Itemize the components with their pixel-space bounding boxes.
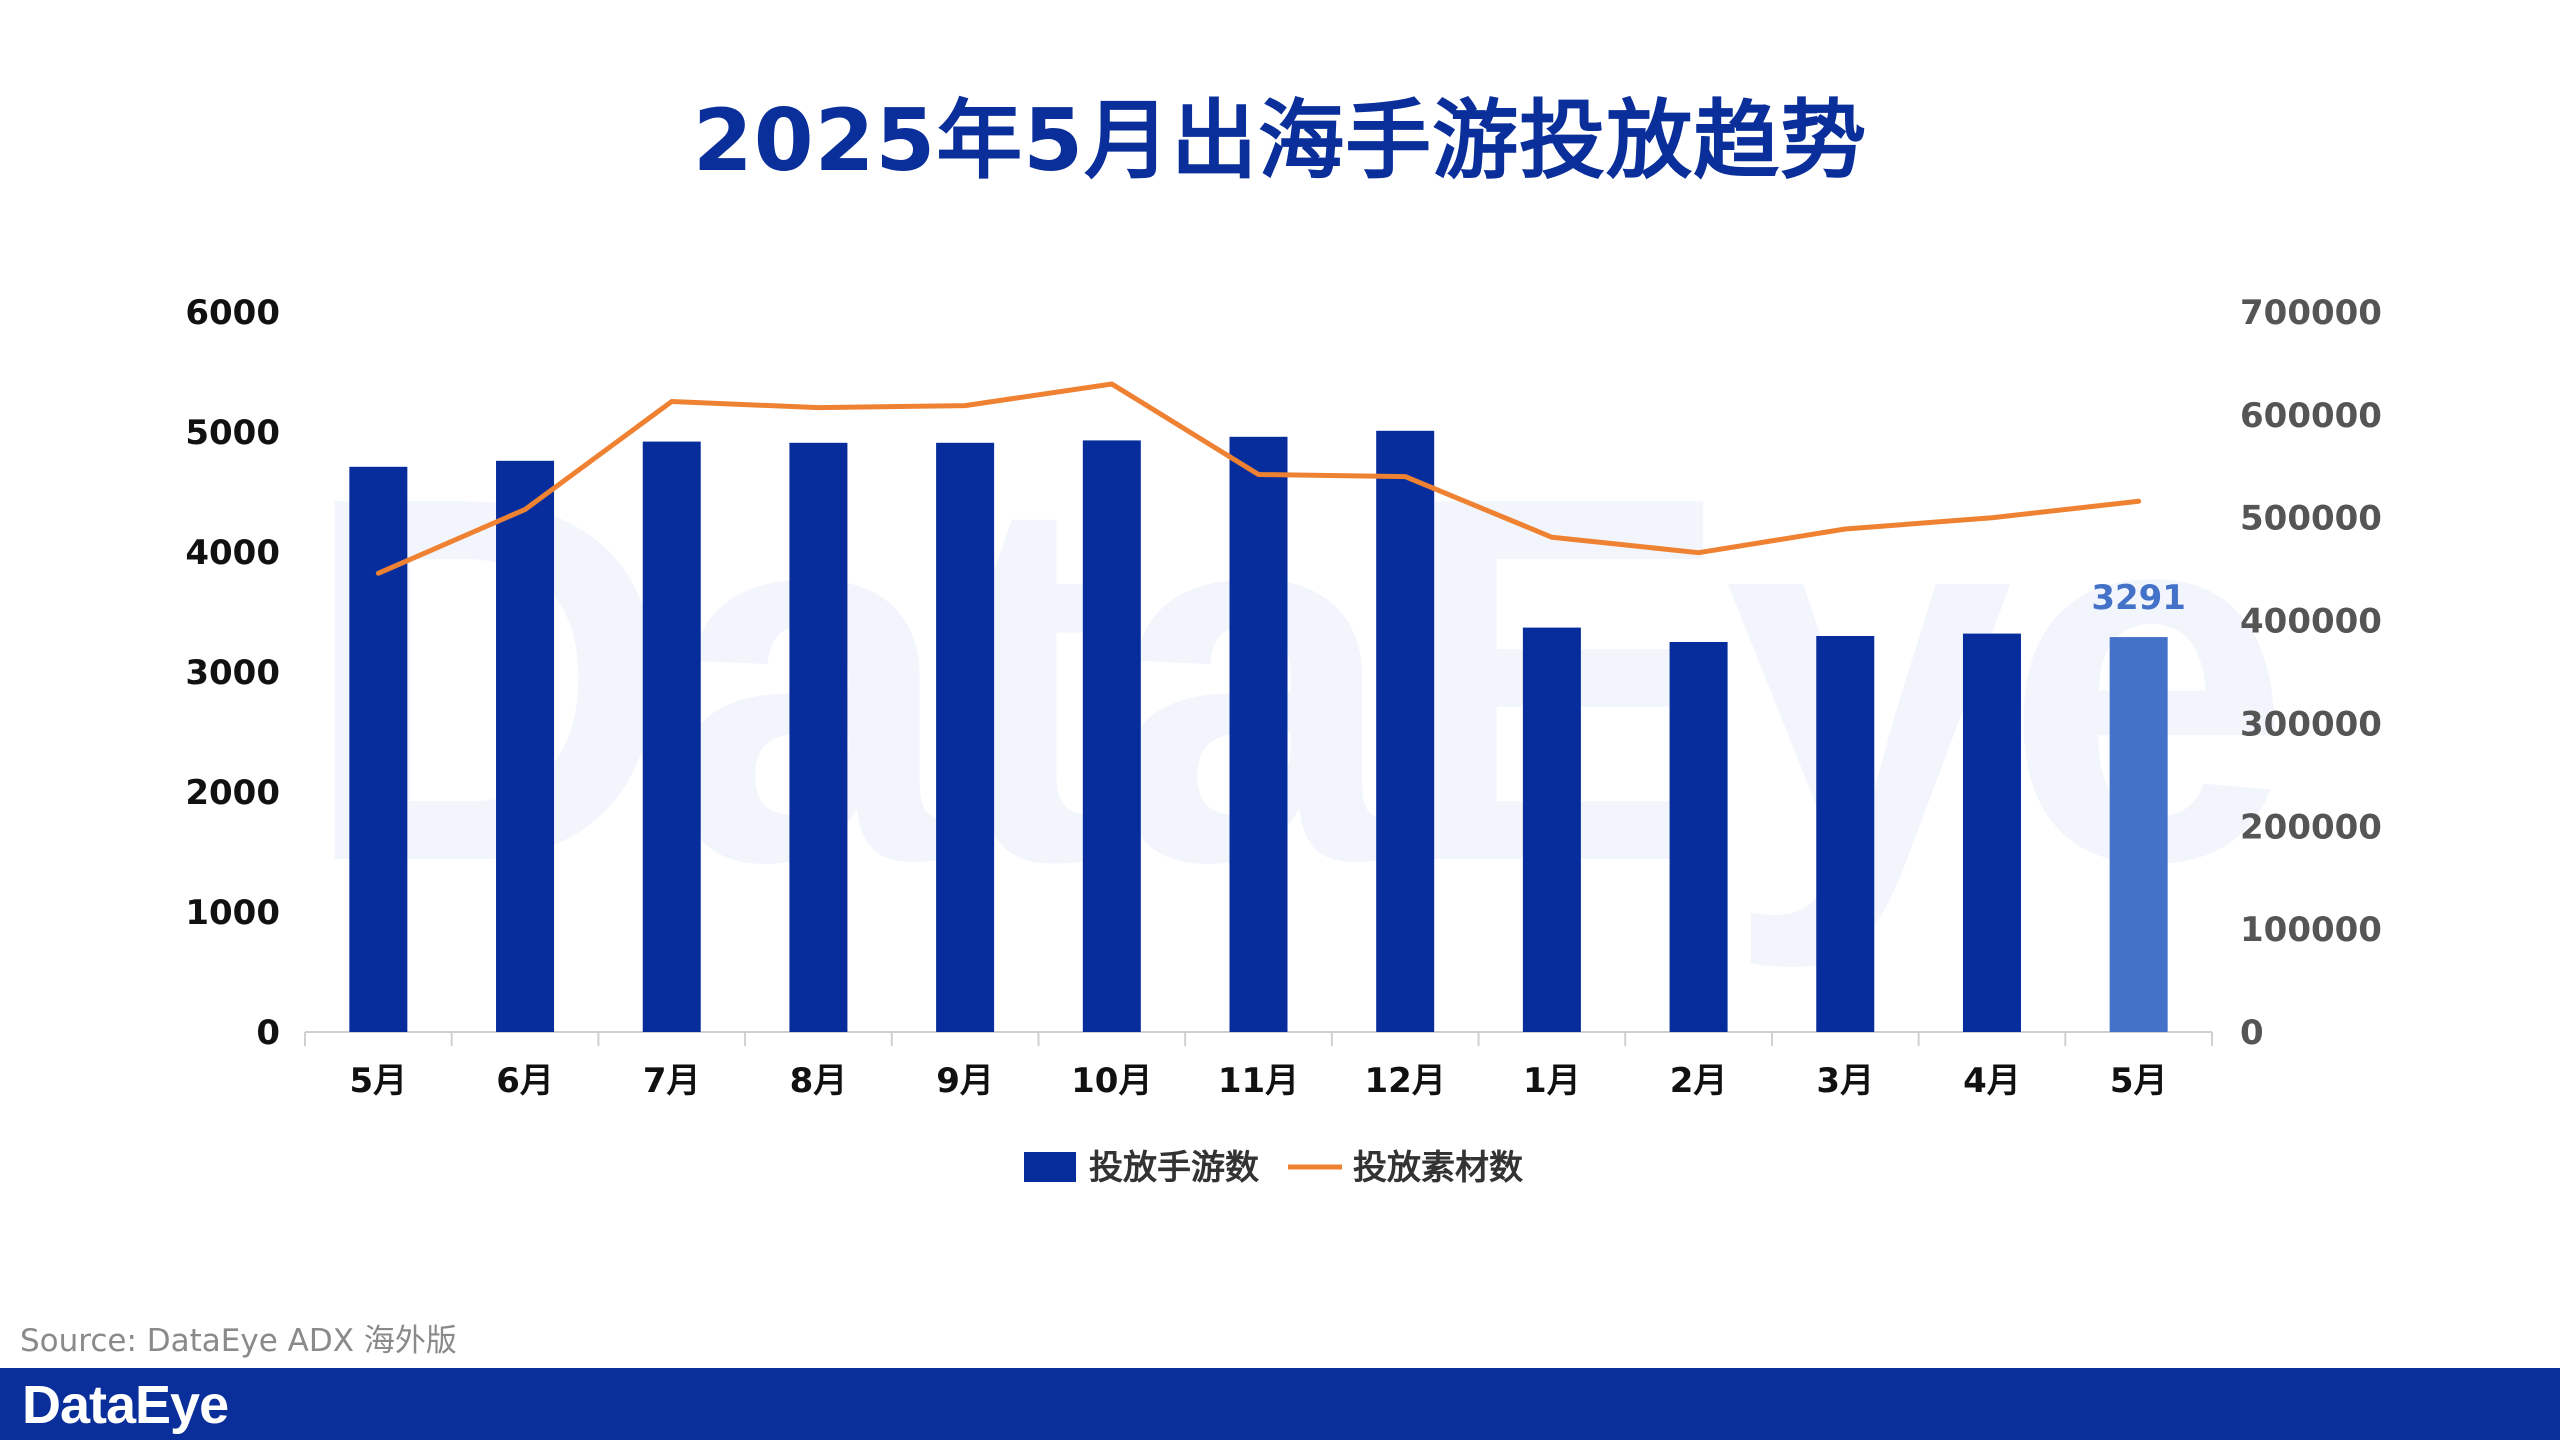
x-axis-label: 6月 bbox=[496, 1061, 554, 1101]
x-axis-label: 5月 bbox=[2110, 1061, 2168, 1101]
data-label: 3291 bbox=[2091, 578, 2186, 618]
left-axis-tick: 4000 bbox=[185, 533, 280, 573]
left-axis-tick: 5000 bbox=[185, 413, 280, 453]
bar bbox=[496, 460, 555, 1032]
x-axis-label: 9月 bbox=[936, 1061, 994, 1101]
x-axis-label: 2月 bbox=[1670, 1061, 1728, 1101]
x-axis-label: 3月 bbox=[1816, 1061, 1874, 1101]
footer-bar: DataEye bbox=[0, 1368, 2560, 1440]
x-axis-label: 1月 bbox=[1523, 1061, 1581, 1101]
left-axis-tick: 3000 bbox=[185, 653, 280, 693]
bar bbox=[642, 441, 701, 1033]
bar bbox=[1376, 430, 1435, 1032]
bar bbox=[2109, 637, 2168, 1032]
right-axis-tick: 300000 bbox=[2240, 704, 2382, 744]
bar bbox=[1522, 627, 1581, 1032]
x-axis-label: 11月 bbox=[1218, 1061, 1299, 1101]
left-axis-tick: 6000 bbox=[185, 293, 280, 333]
left-axis-tick: 0 bbox=[256, 1013, 280, 1053]
right-axis-tick: 500000 bbox=[2240, 499, 2382, 539]
right-axis-tick: 700000 bbox=[2240, 293, 2382, 333]
bar bbox=[1669, 642, 1728, 1032]
right-axis-tick: 0 bbox=[2240, 1013, 2264, 1053]
bar bbox=[1082, 440, 1141, 1032]
legend-bar-label: 投放手游数 bbox=[1089, 1148, 1259, 1188]
right-axis-tick: 600000 bbox=[2240, 396, 2382, 436]
bar bbox=[1229, 436, 1288, 1032]
x-axis-label: 10月 bbox=[1071, 1061, 1152, 1101]
source-note: Source: DataEye ADX 海外版 bbox=[20, 1323, 457, 1359]
watermark: DataEye bbox=[300, 389, 2292, 970]
bar bbox=[349, 466, 408, 1032]
legend-line-label: 投放素材数 bbox=[1353, 1148, 1523, 1188]
page-title: 2025年5月出海手游投放趋势 bbox=[692, 91, 1868, 191]
footer-logo: DataEye bbox=[22, 1375, 229, 1435]
x-axis-label: 8月 bbox=[790, 1061, 848, 1101]
line-series bbox=[375, 381, 2142, 576]
x-axis-label: 7月 bbox=[643, 1061, 701, 1101]
x-axis-label: 4月 bbox=[1963, 1061, 2021, 1101]
left-axis-tick: 2000 bbox=[185, 773, 280, 813]
bar bbox=[1816, 636, 1875, 1032]
right-axis-tick: 200000 bbox=[2240, 807, 2382, 847]
bar bbox=[936, 442, 995, 1032]
right-axis-tick: 100000 bbox=[2240, 910, 2382, 950]
bar bbox=[789, 442, 848, 1032]
bar bbox=[1962, 633, 2021, 1032]
left-axis-tick: 1000 bbox=[185, 893, 280, 933]
legend-bar-swatch bbox=[1024, 1152, 1076, 1182]
x-axis-label: 12月 bbox=[1365, 1061, 1446, 1101]
x-axis-label: 5月 bbox=[350, 1061, 408, 1101]
chart: 0 1000 2000 3000 4000 5000 6000 0 100000 200000 30… bbox=[185, 293, 2382, 1188]
right-axis-tick: 400000 bbox=[2240, 602, 2382, 642]
